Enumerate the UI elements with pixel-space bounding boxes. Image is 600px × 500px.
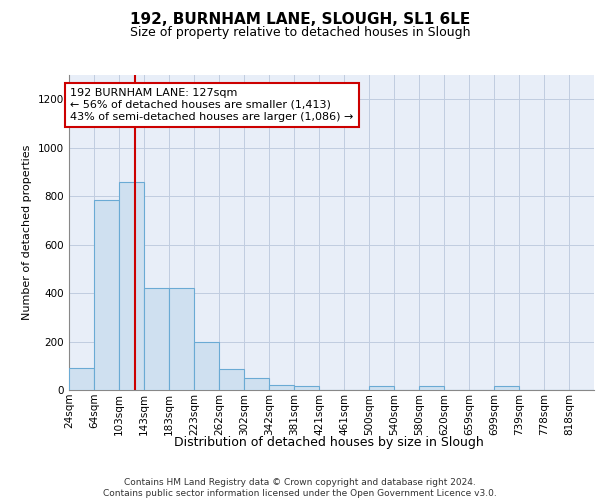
Bar	[244, 378, 269, 390]
Bar	[219, 370, 244, 390]
Text: 192, BURNHAM LANE, SLOUGH, SL1 6LE: 192, BURNHAM LANE, SLOUGH, SL1 6LE	[130, 12, 470, 28]
Bar	[169, 288, 194, 390]
Text: Distribution of detached houses by size in Slough: Distribution of detached houses by size …	[174, 436, 484, 449]
Bar	[369, 386, 394, 390]
Text: 192 BURNHAM LANE: 127sqm
← 56% of detached houses are smaller (1,413)
43% of sem: 192 BURNHAM LANE: 127sqm ← 56% of detach…	[70, 88, 353, 122]
Bar	[194, 342, 219, 390]
Bar	[494, 386, 519, 390]
Bar	[294, 386, 319, 390]
Bar	[94, 200, 119, 390]
Y-axis label: Number of detached properties: Number of detached properties	[22, 145, 32, 320]
Bar	[144, 288, 169, 390]
Bar	[119, 182, 144, 390]
Bar	[269, 384, 294, 390]
Text: Contains HM Land Registry data © Crown copyright and database right 2024.
Contai: Contains HM Land Registry data © Crown c…	[103, 478, 497, 498]
Bar	[419, 386, 444, 390]
Bar	[69, 368, 94, 390]
Text: Size of property relative to detached houses in Slough: Size of property relative to detached ho…	[130, 26, 470, 39]
